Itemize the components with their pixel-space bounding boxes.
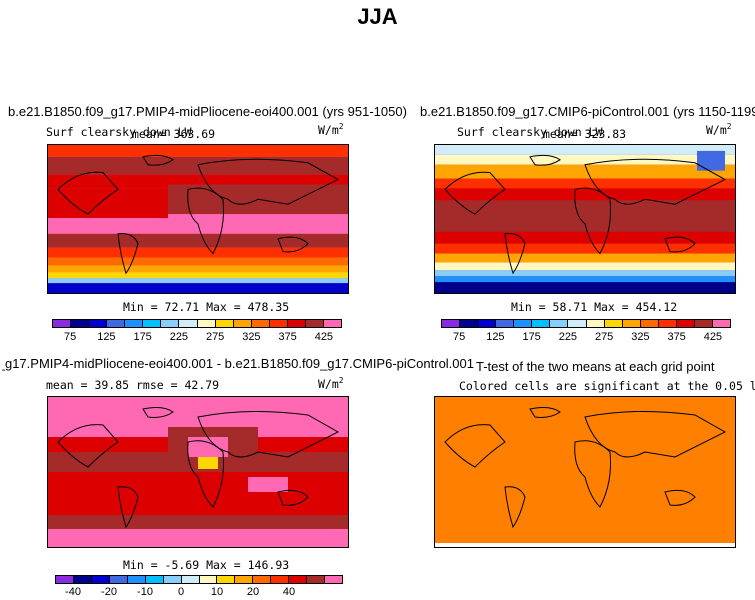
colorbar-swatch bbox=[109, 576, 128, 583]
colorbar-tick-label: -40 bbox=[65, 586, 81, 598]
colorbar-swatch bbox=[145, 576, 164, 583]
panel1-map bbox=[47, 144, 349, 294]
colorbar-abs-2-ticks: 75 125 175 225 275 325 375 425 bbox=[441, 331, 731, 345]
colorbar-diff-ticks: -40 -20 -10 0 10 20 40 bbox=[55, 586, 343, 600]
ttest-fill bbox=[435, 397, 735, 547]
colorbar-swatch bbox=[89, 320, 108, 327]
colorbar-swatch bbox=[568, 320, 587, 327]
colorbar-swatch bbox=[550, 320, 569, 327]
colorbar-tick-label: 425 bbox=[703, 331, 723, 343]
colorbar-abs-2 bbox=[441, 319, 731, 328]
colorbar-tick-label: -20 bbox=[101, 586, 117, 598]
panel1-title: b.e21.B1850.f09_g17.PMIP4-midPliocene-eo… bbox=[8, 104, 407, 119]
colorbar-tick-label: 375 bbox=[278, 331, 297, 343]
colorbar-swatch bbox=[287, 320, 306, 327]
colorbar-swatch bbox=[127, 576, 146, 583]
panel2-variable: Surf clearsky down LW bbox=[457, 125, 603, 139]
colorbar-swatch bbox=[604, 320, 623, 327]
colorbar-swatch bbox=[676, 320, 695, 327]
colorbar-swatch bbox=[181, 576, 200, 583]
colorbar-swatch bbox=[289, 576, 308, 583]
colorbar-swatch bbox=[163, 576, 182, 583]
colorbar-tick-label: 275 bbox=[594, 331, 614, 343]
panel3-stats: mean = 39.85 rmse = 42.79 bbox=[46, 378, 220, 392]
colorbar-swatch bbox=[251, 320, 270, 327]
colorbar-swatch bbox=[217, 576, 236, 583]
colorbar-tick-label: 125 bbox=[97, 331, 116, 343]
panel1-minmax: Min = 72.71 Max = 478.35 bbox=[123, 300, 290, 314]
figure-title: JJA bbox=[357, 4, 398, 29]
colorbar-swatch bbox=[269, 320, 288, 327]
colorbar-tick-label: 225 bbox=[169, 331, 189, 343]
colorbar-swatch bbox=[199, 576, 218, 583]
colorbar-tick-label: 175 bbox=[133, 331, 152, 343]
colorbar-swatch bbox=[91, 576, 110, 583]
colorbar-tick-label: 0 bbox=[177, 586, 185, 598]
panel3-minmax: Min = -5.69 Max = 146.93 bbox=[123, 558, 290, 572]
colorbar-swatch bbox=[514, 320, 533, 327]
colorbar-diff bbox=[55, 575, 343, 584]
colorbar-tick-label: 275 bbox=[205, 331, 225, 343]
panel2-units: W/m2 bbox=[706, 122, 732, 137]
colorbar-swatch bbox=[460, 320, 479, 327]
colorbar-tick-label: 425 bbox=[314, 331, 334, 343]
colorbar-swatch bbox=[161, 320, 180, 327]
colorbar-swatch bbox=[197, 320, 216, 327]
panel2-title: b.e21.B1850.f09_g17.CMIP6-piControl.001 … bbox=[420, 104, 755, 119]
colorbar-swatch bbox=[658, 320, 677, 327]
colorbar-tick-label: 175 bbox=[522, 331, 541, 343]
colorbar-swatch bbox=[622, 320, 641, 327]
colorbar-swatch bbox=[53, 320, 72, 327]
panel3-units: W/m2 bbox=[318, 376, 344, 391]
colorbar-swatch bbox=[233, 320, 252, 327]
colorbar-swatch bbox=[307, 576, 326, 583]
colorbar-swatch bbox=[271, 576, 290, 583]
colorbar-tick-label: 20 bbox=[246, 586, 260, 598]
panel3-map bbox=[47, 396, 349, 548]
colorbar-swatch bbox=[73, 576, 92, 583]
colorbar-swatch bbox=[532, 320, 551, 327]
panel1-units: W/m2 bbox=[318, 122, 344, 137]
colorbar-swatch bbox=[143, 320, 162, 327]
colorbar-abs-1-ticks: 75 125 175 225 275 325 375 425 bbox=[52, 331, 342, 345]
colorbar-tick-label: 75 bbox=[64, 331, 77, 343]
panel2-map bbox=[434, 144, 736, 294]
colorbar-tick-label: -10 bbox=[137, 586, 153, 598]
colorbar-swatch bbox=[71, 320, 90, 327]
colorbar-tick-label: 325 bbox=[242, 331, 261, 343]
colorbar-tick-label: 225 bbox=[558, 331, 578, 343]
colorbar-swatch bbox=[107, 320, 126, 327]
colorbar-swatch bbox=[56, 576, 74, 583]
colorbar-swatch bbox=[442, 320, 461, 327]
colorbar-swatch bbox=[235, 576, 254, 583]
panel2-minmax: Min = 58.71 Max = 454.12 bbox=[511, 300, 678, 314]
colorbar-swatch bbox=[323, 320, 341, 327]
colorbar-swatch bbox=[478, 320, 497, 327]
colorbar-swatch bbox=[640, 320, 659, 327]
panel3-title: 09_g17.PMIP4-midPliocene-eoi400.001 - b.… bbox=[2, 356, 474, 371]
colorbar-tick-label: 325 bbox=[631, 331, 650, 343]
colorbar-tick-label: 40 bbox=[282, 586, 296, 598]
panel1-variable: Surf clearsky down LW bbox=[46, 125, 192, 139]
colorbar-swatch bbox=[253, 576, 272, 583]
colorbar-swatch bbox=[305, 320, 324, 327]
colorbar-tick-label: 10 bbox=[210, 586, 224, 598]
colorbar-abs-1 bbox=[52, 319, 342, 328]
colorbar-swatch bbox=[325, 576, 342, 583]
colorbar-swatch bbox=[179, 320, 198, 327]
colorbar-swatch bbox=[712, 320, 730, 327]
colorbar-tick-label: 125 bbox=[486, 331, 505, 343]
colorbar-tick-label: 75 bbox=[453, 331, 466, 343]
colorbar-tick-label: 375 bbox=[667, 331, 686, 343]
colorbar-swatch bbox=[125, 320, 144, 327]
panel4-subtitle: Colored cells are significant at the 0.0… bbox=[459, 379, 755, 393]
colorbar-swatch bbox=[215, 320, 234, 327]
panel2-mean: mean= 323.83 bbox=[543, 127, 627, 141]
panel1-mean: mean= 363.69 bbox=[132, 127, 216, 141]
colorbar-swatch bbox=[496, 320, 515, 327]
colorbar-swatch bbox=[694, 320, 713, 327]
colorbar-swatch bbox=[586, 320, 605, 327]
panel4-map bbox=[434, 396, 736, 548]
panel4-title: T-test of the two means at each grid poi… bbox=[476, 359, 715, 374]
